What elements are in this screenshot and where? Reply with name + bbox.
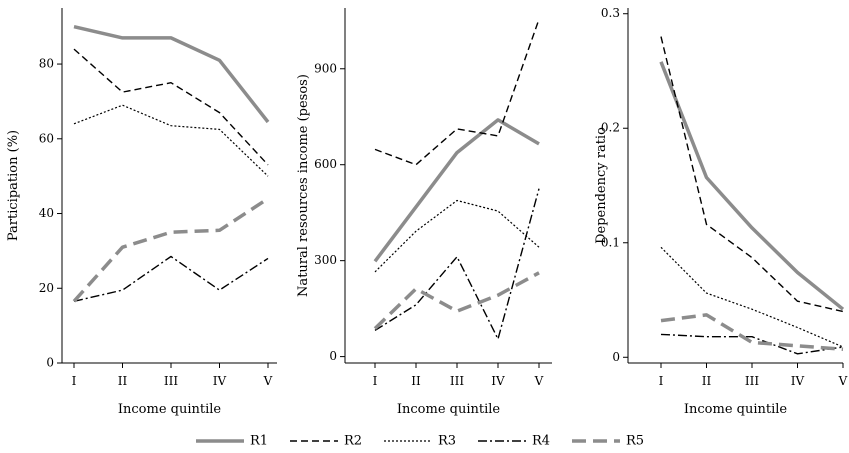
legend-label: R3 [438,434,456,449]
series-line-r2 [73,48,269,166]
y-tick-label: 40 [39,206,54,220]
x-axis-label: Income quintile [118,402,222,417]
legend-label: R4 [532,434,550,449]
legend-label: R2 [344,434,362,449]
y-axis-label: Natural resources income (pesos) [296,74,311,297]
y-tick-label: 0 [46,356,54,370]
y-tick-label: 0 [329,349,337,363]
series-line-r3 [374,199,540,273]
series-line-r4 [73,255,269,302]
series-line-r1 [373,118,540,263]
legend-item-r1: R1 [196,434,268,449]
y-tick-label: 20 [39,281,54,295]
x-tick-label: II [118,374,128,388]
x-axis-label: Income quintile [397,402,501,417]
series-line-r3 [660,246,844,348]
x-tick-label: IV [213,374,227,388]
legend-item-r2: R2 [290,434,362,449]
x-tick-label: IV [791,374,805,388]
y-axis-label: Dependency ratio [594,127,609,244]
series-line-r2 [660,36,844,313]
y-tick-label: 0.1 [601,235,620,249]
legend-item-r4: R4 [478,434,550,449]
x-tick-label: III [745,374,759,388]
x-tick-label: IV [491,374,505,388]
x-tick-label: III [450,374,464,388]
x-tick-label: II [702,374,712,388]
series-line-r2 [374,18,540,166]
x-tick-label: II [411,374,421,388]
y-tick-label: 300 [314,253,337,267]
legend-label: R5 [626,434,644,449]
x-tick-label: V [534,374,544,388]
y-tick-label: 600 [314,157,337,171]
y-tick-label: 80 [39,57,54,71]
series-line-r4 [660,333,844,355]
x-tick-label: I [72,374,77,388]
legend-item-r3: R3 [384,434,456,449]
series-line-r4 [374,188,540,340]
legend-item-r5: R5 [572,434,644,449]
x-tick-label: III [164,374,178,388]
series-line-r5 [660,313,844,352]
series-line-r1 [73,24,270,124]
y-tick-label: 900 [314,61,337,75]
x-axis-label: Income quintile [684,402,788,417]
y-tick-label: 0.3 [601,6,620,20]
series-line-r3 [73,104,269,177]
y-tick-label: 60 [39,131,54,145]
x-tick-label: I [659,374,664,388]
x-tick-label: V [838,374,848,388]
legend-label: R1 [250,434,268,449]
x-tick-label: I [373,374,378,388]
series-line-r5 [72,197,269,303]
series-line-r1 [659,61,845,311]
x-tick-label: V [263,374,273,388]
chart-legend: R1 R2 R3 R4 R5 [196,434,644,449]
y-tick-label: 0.2 [601,121,620,135]
y-tick-label: 0 [612,350,620,364]
y-axis-label: Participation (%) [6,130,21,241]
